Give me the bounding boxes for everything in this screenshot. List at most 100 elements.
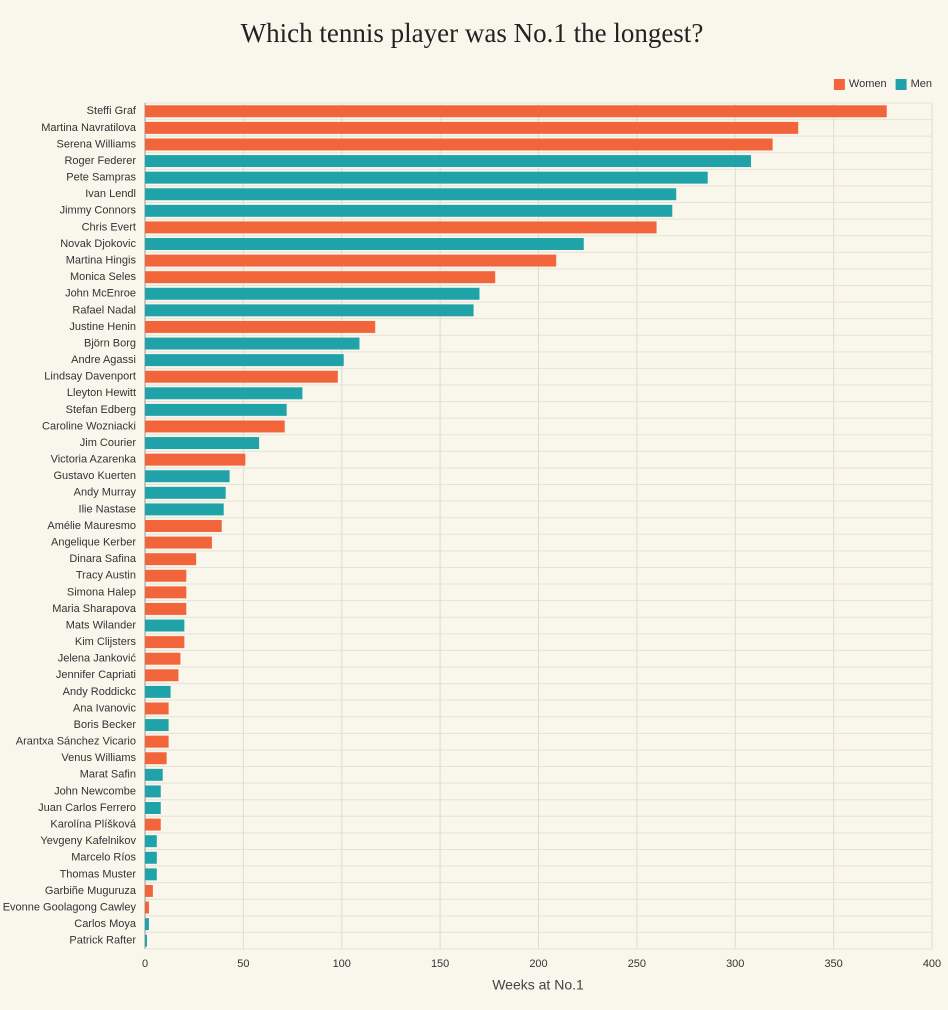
bar (145, 702, 169, 715)
bar (145, 802, 161, 814)
y-tick-label: Jim Courier (80, 437, 137, 449)
y-tick-label: Justine Henin (69, 321, 136, 333)
bar (145, 835, 157, 848)
y-tick-label: Ivan Lendl (85, 188, 136, 200)
y-tick-label: Lleyton Hewitt (67, 387, 136, 399)
y-tick-label: Serena Williams (57, 138, 137, 150)
y-tick-label: Arantxa Sánchez Vicario (16, 736, 136, 748)
bar (145, 934, 147, 947)
y-tick-label: Kim Clijsters (75, 636, 137, 648)
y-tick-label: Tracy Austin (76, 570, 136, 582)
y-tick-label: Stefan Edberg (66, 404, 136, 416)
x-axis-label: Weeks at No.1 (492, 977, 584, 993)
bar (145, 105, 887, 118)
bar (145, 370, 338, 383)
y-tick-label: Jennifer Capriati (56, 669, 136, 681)
bar (145, 569, 187, 582)
y-tick-label: John McEnroe (65, 288, 136, 300)
bar (145, 818, 161, 831)
y-tick-label: Andre Agassi (71, 354, 136, 366)
y-tick-label: Carlos Moya (74, 918, 137, 930)
bar (145, 238, 584, 250)
y-tick-label: Steffi Graf (87, 105, 137, 117)
bar (145, 221, 657, 234)
bar (145, 138, 773, 151)
bar (145, 188, 677, 201)
bar (145, 387, 303, 400)
bar (145, 918, 149, 931)
bar (145, 685, 171, 698)
chart-title: Which tennis player was No.1 the longest… (241, 18, 704, 48)
y-tick-label: Caroline Wozniacki (42, 420, 136, 432)
bar (145, 520, 222, 532)
x-tick-label: 200 (529, 958, 547, 970)
bar (145, 453, 246, 466)
x-tick-label: 0 (142, 958, 148, 970)
bar (145, 121, 799, 134)
y-tick-label: Yevgeny Kafelnikov (40, 835, 136, 847)
y-tick-label: Roger Federer (64, 155, 136, 167)
legend-swatch (895, 79, 907, 90)
x-tick-label: 300 (726, 958, 744, 970)
x-tick-label: 150 (431, 958, 449, 970)
bar (145, 171, 708, 184)
bar (145, 719, 169, 732)
y-tick-label: Maria Sharapova (52, 603, 137, 615)
y-tick-label: Gustavo Kuerten (53, 470, 136, 482)
bar (145, 437, 260, 450)
y-tick-label: John Newcombe (54, 785, 136, 797)
bar (145, 602, 187, 615)
bar (145, 586, 187, 599)
bar (145, 884, 153, 897)
bar (145, 204, 673, 217)
bar (145, 735, 169, 748)
y-tick-label: Jelena Janković (58, 653, 137, 665)
bar (145, 785, 161, 798)
y-tick-label: Boris Becker (74, 719, 137, 731)
y-tick-label: Martina Navratilova (41, 122, 137, 134)
legend-label: Women (849, 78, 887, 90)
bar (145, 287, 480, 300)
y-tick-label: Amélie Mauresmo (47, 520, 136, 532)
y-tick-label: Ilie Nastase (79, 503, 136, 515)
y-tick-label: Angelique Kerber (51, 536, 136, 548)
bar (145, 652, 181, 665)
y-tick-label: Pete Sampras (66, 172, 136, 184)
x-tick-label: 350 (824, 958, 842, 970)
y-tick-label: Chris Evert (82, 221, 136, 233)
y-tick-label: Victoria Azarenka (51, 454, 137, 466)
y-tick-label: Ana Ivanovic (73, 702, 136, 714)
y-tick-label: Marcelo Ríos (71, 852, 136, 864)
legend-swatch (833, 79, 845, 90)
bar (145, 337, 360, 350)
y-tick-label: Marat Safin (80, 769, 136, 781)
y-tick-label: Jimmy Connors (60, 205, 137, 217)
legend-label: Men (911, 78, 932, 90)
x-tick-label: 100 (333, 958, 351, 970)
y-tick-label: Juan Carlos Ferrero (38, 802, 136, 814)
bar (145, 403, 287, 416)
bar (145, 619, 185, 632)
bar (145, 536, 212, 549)
bar (145, 304, 474, 317)
y-tick-label: Andy Roddickc (63, 686, 137, 698)
bar (145, 271, 496, 284)
bar (145, 868, 157, 881)
y-tick-label: Mats Wilander (66, 619, 137, 631)
bar (145, 320, 376, 333)
x-tick-label: 400 (923, 958, 941, 970)
y-tick-label: Monica Seles (70, 271, 137, 283)
bar (145, 901, 149, 914)
y-tick-label: Andy Murray (74, 487, 137, 499)
bar (145, 768, 163, 781)
bar (145, 636, 185, 649)
y-tick-label: Novak Djokovic (60, 238, 136, 250)
y-tick-label: Evonne Goolagong Cawley (3, 901, 137, 913)
bar (145, 503, 224, 516)
bar (145, 553, 197, 566)
bar (145, 752, 167, 765)
y-tick-label: Thomas Muster (60, 868, 137, 880)
y-tick-label: Patrick Rafter (69, 935, 136, 947)
y-tick-label: Venus Williams (61, 752, 136, 764)
